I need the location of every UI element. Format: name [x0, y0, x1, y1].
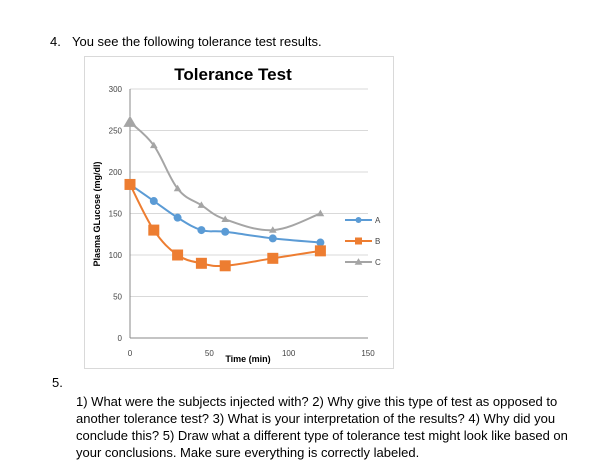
question-5-text: 1) What were the subjects injected with?…: [76, 394, 568, 460]
legend-b-marker: [355, 237, 362, 245]
legend-c-label: C: [375, 258, 381, 267]
series-c-point: [123, 115, 137, 127]
series-c-point: [173, 184, 182, 192]
series-b-point: [148, 224, 160, 236]
series-a-point: [221, 227, 230, 236]
legend-a-marker: [355, 217, 362, 223]
question-4: 4. You see the following tolerance test r…: [50, 34, 322, 49]
y-tick-label-300: 300: [109, 85, 123, 94]
legend-a-label: A: [375, 216, 381, 225]
question-4-number: 4.: [50, 34, 61, 49]
series-a-point: [316, 238, 325, 247]
series-c-point: [268, 226, 277, 233]
series-c-point: [316, 209, 325, 217]
series-c-point: [197, 201, 206, 208]
legend-b-label: B: [375, 237, 380, 246]
question-4-text: You see the following tolerance test res…: [72, 34, 322, 49]
series-a-point: [173, 213, 182, 222]
question-5-number: 5.: [52, 375, 63, 390]
x-tick-label-50: 50: [205, 349, 214, 358]
y-tick-label-150: 150: [109, 210, 123, 219]
chart-title: Tolerance Test: [174, 65, 292, 84]
series-c-point: [149, 141, 158, 149]
series-b-point: [219, 260, 231, 272]
chart-frame: [84, 56, 394, 369]
legend: A B C: [345, 216, 381, 267]
series-b-point: [124, 178, 136, 190]
x-tick-label-100: 100: [282, 349, 296, 358]
y-axis-label: Plasma GLucose (mg/dl): [92, 161, 102, 266]
series-a-point: [149, 197, 158, 206]
x-tick-label-0: 0: [128, 349, 133, 358]
y-tick-label-100: 100: [109, 251, 123, 260]
series-b-point: [172, 249, 184, 261]
axis-layer: 0 50 100 150 200 250 300 0 50 100 150: [109, 85, 376, 358]
y-tick-label-0: 0: [118, 334, 123, 343]
series-a-point: [197, 226, 206, 235]
series-a-point: [268, 234, 277, 243]
y-tick-label-200: 200: [109, 168, 123, 177]
x-axis-label: Time (min): [225, 354, 270, 364]
grid-layer: [130, 88, 368, 297]
series-b-point: [267, 252, 279, 264]
series-c-point: [221, 215, 230, 223]
y-tick-label-50: 50: [113, 293, 122, 302]
series-b-point: [314, 245, 326, 257]
series-c-line: [129, 121, 321, 232]
legend-c-marker: [354, 258, 363, 265]
series-layer: [123, 115, 326, 272]
series-b-point: [195, 257, 207, 269]
y-tick-label-250: 250: [109, 127, 123, 136]
x-tick-label-150: 150: [361, 349, 375, 358]
